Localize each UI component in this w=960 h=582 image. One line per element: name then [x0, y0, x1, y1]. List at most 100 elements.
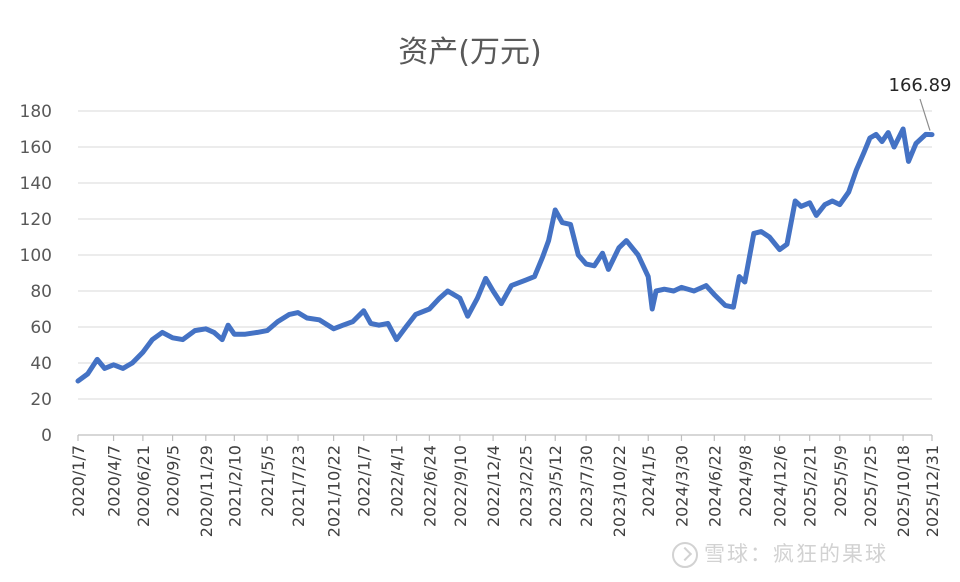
data-point — [255, 330, 260, 335]
y-tick-label: 180 — [20, 102, 52, 122]
data-point — [225, 323, 231, 328]
y-tick-label: 0 — [41, 426, 52, 446]
data-point — [475, 296, 480, 301]
data-point — [822, 202, 828, 207]
data-point — [265, 328, 270, 333]
y-tick-label: 160 — [20, 138, 52, 158]
data-point — [304, 315, 310, 321]
data-point — [368, 321, 373, 326]
x-tick-label: 2024/9/8 — [736, 445, 755, 517]
x-tick-label: 2021/2/10 — [225, 445, 244, 527]
data-point — [140, 350, 146, 355]
y-tick-label: 120 — [20, 210, 52, 230]
data-point — [784, 242, 790, 247]
data-point — [211, 330, 217, 335]
data-point — [243, 332, 248, 337]
data-point — [150, 337, 155, 342]
x-tick-label: 2024/3/30 — [672, 445, 691, 527]
data-point — [662, 287, 667, 292]
data-point — [814, 213, 819, 218]
x-tick-label: 2021/7/23 — [289, 445, 308, 527]
data-point — [427, 306, 432, 312]
x-tick-label: 2024/12/6 — [771, 445, 790, 527]
y-tick-label: 20 — [30, 390, 52, 410]
watermark: 雪球：疯狂的果球 — [672, 538, 888, 568]
data-point — [671, 288, 676, 294]
data-point — [583, 261, 589, 267]
data-point — [465, 314, 470, 319]
data-point — [102, 366, 107, 371]
x-axis-ticks: 2020/1/7 2020/4/7 2020/6/21 2020/9/5 2020/11… — [69, 435, 942, 537]
x-tick-label: 2020/1/7 — [69, 445, 88, 517]
data-point — [361, 308, 366, 313]
data-point — [457, 296, 463, 301]
data-point — [679, 285, 684, 290]
x-tick-label: 2020/11/29 — [197, 445, 216, 537]
data-point — [906, 159, 911, 164]
data-point — [854, 168, 859, 173]
data-point — [793, 198, 798, 204]
data-point — [777, 247, 782, 252]
data-label-leader — [919, 98, 931, 131]
data-point — [553, 207, 558, 213]
data-point — [703, 283, 709, 288]
data-point — [600, 251, 605, 256]
data-point — [650, 306, 655, 312]
data-point — [861, 150, 867, 155]
data-point — [95, 357, 100, 362]
series-layer — [75, 126, 935, 384]
data-point — [413, 312, 418, 317]
data-point — [192, 328, 198, 333]
data-point — [376, 323, 382, 328]
data-point — [295, 310, 301, 315]
data-point — [317, 317, 322, 322]
data-point — [180, 337, 185, 342]
xueqiu-logo-icon — [672, 542, 698, 568]
y-axis-ticks: 0 20 40 60 80 100 120 140 160 180 — [20, 102, 52, 446]
data-point — [523, 278, 528, 283]
data-point — [532, 274, 537, 279]
data-point — [331, 326, 336, 331]
data-point — [723, 303, 728, 308]
y-tick-label: 140 — [20, 174, 52, 194]
x-tick-label: 2025/2/21 — [801, 445, 820, 527]
y-tick-label: 100 — [20, 246, 52, 266]
x-tick-label: 2024/1/5 — [639, 445, 658, 517]
data-point — [646, 274, 651, 279]
data-point — [846, 189, 851, 195]
data-point — [879, 139, 885, 144]
x-tick-label: 2023/2/25 — [517, 445, 536, 527]
data-point — [624, 238, 629, 243]
data-point — [232, 332, 237, 337]
data-point — [130, 360, 135, 366]
y-tick-label: 40 — [30, 354, 52, 374]
data-point — [830, 198, 835, 204]
data-point — [913, 141, 919, 146]
x-tick-label: 2022/6/24 — [420, 445, 439, 527]
data-point — [85, 371, 91, 376]
x-tick-label: 2021/5/5 — [258, 445, 277, 517]
data-point — [873, 132, 879, 137]
data-point — [385, 321, 391, 326]
data-point — [540, 254, 545, 259]
data-point — [798, 204, 804, 209]
x-tick-label: 2025/5/9 — [831, 445, 850, 517]
y-tick-label: 80 — [30, 282, 52, 302]
data-point — [606, 267, 611, 272]
data-point — [929, 132, 935, 137]
data-point — [837, 202, 842, 207]
x-tick-label: 2025/10/18 — [894, 445, 913, 537]
data-point — [923, 132, 928, 137]
watermark-text: 雪球：疯狂的果球 — [704, 542, 888, 566]
data-point — [203, 326, 208, 331]
data-point — [483, 276, 488, 281]
data-point — [546, 238, 551, 243]
data-point — [592, 263, 597, 268]
chart-title: 资产(万元) — [398, 35, 541, 70]
data-point — [867, 135, 873, 141]
y-tick-label: 60 — [30, 318, 52, 338]
x-tick-label: 2022/4/1 — [388, 445, 407, 517]
x-tick-label: 2020/6/21 — [134, 445, 153, 527]
data-point — [891, 144, 897, 150]
